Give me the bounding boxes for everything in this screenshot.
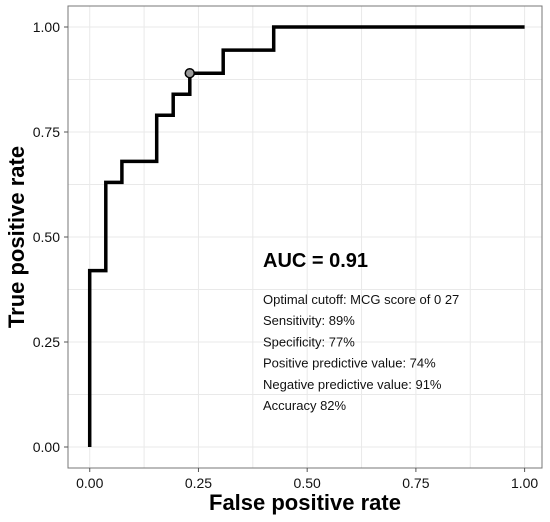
roc-curve [87,25,525,447]
optimal-cutoff-point [184,67,196,79]
statistics-line: Negative predictive value: 91% [263,377,442,392]
y-tick-label: 0.50 [33,229,60,245]
statistics-line: Accuracy 82% [263,398,347,413]
statistics-annotation: Optimal cutoff: MCG score of 0 27 Sensiti… [263,292,459,413]
statistics-line: Positive predictive value: 74% [263,356,436,371]
y-tick-label: 0.00 [33,439,60,455]
statistics-line: Sensitivity: 89% [263,313,355,328]
auc-annotation: AUC = 0.91 [263,250,368,272]
x-tick-label: 0.50 [294,475,321,491]
y-tick-label: 1.00 [33,19,60,35]
x-axis-title: False positive rate [209,490,401,515]
x-tick-label: 0.00 [76,475,103,491]
x-tick-label: 0.25 [185,475,212,491]
statistics-line: Optimal cutoff: MCG score of 0 27 [263,292,459,307]
y-axis-title: True positive rate [4,146,29,328]
y-tick-label: 0.75 [33,124,60,140]
statistics-line: Specificity: 77% [263,334,355,349]
x-tick-label: 1.00 [511,475,538,491]
y-tick-label: 0.25 [33,334,60,350]
axis-ticks: 0.00 0.25 0.50 0.75 1.00 0.00 0.25 0.50 0.75 1.00 [33,19,539,491]
x-tick-label: 0.75 [402,475,429,491]
